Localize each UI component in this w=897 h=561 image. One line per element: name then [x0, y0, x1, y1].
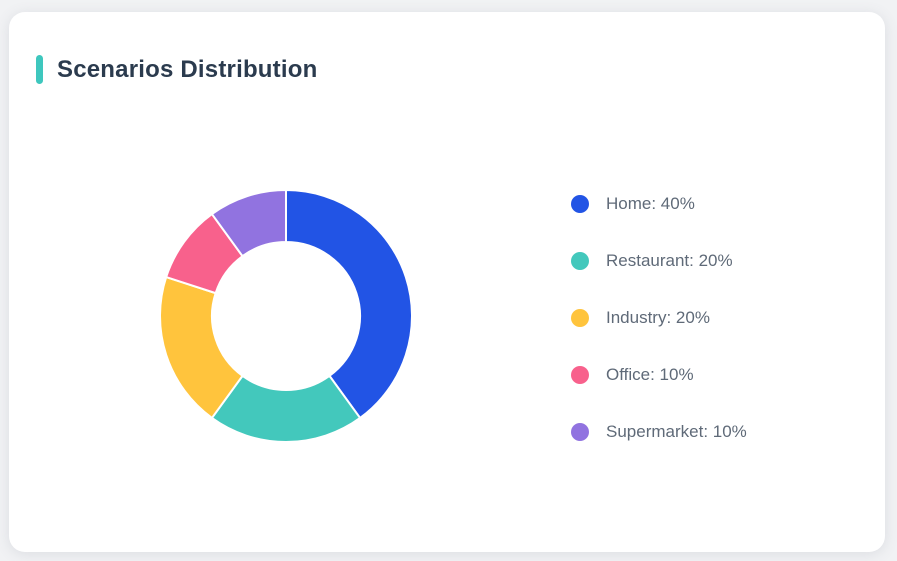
legend-item-home[interactable]: Home: 40%	[571, 190, 747, 218]
legend-label: Home: 40%	[606, 194, 695, 213]
legend-dot-industry	[571, 309, 589, 327]
chart-legend: Home: 40% Restaurant: 20% Industry: 20% Off…	[571, 190, 747, 446]
page-title: Scenarios Distribution	[57, 55, 318, 83]
legend-item-restaurant[interactable]: Restaurant: 20%	[571, 247, 747, 275]
legend-dot-office	[571, 366, 589, 384]
scenarios-distribution-card: Scenarios Distribution Home: 40% Restaura…	[9, 12, 885, 552]
legend-label: Industry: 20%	[606, 308, 710, 327]
pie-slice-supermarket[interactable]	[210, 189, 287, 258]
card-header: Scenarios Distribution	[36, 55, 317, 84]
title-accent-bar	[36, 55, 43, 84]
legend-item-office[interactable]: Office: 10%	[571, 361, 747, 389]
legend-label: Office: 10%	[606, 365, 694, 384]
legend-item-supermarket[interactable]: Supermarket: 10%	[571, 418, 747, 446]
legend-dot-restaurant	[571, 252, 589, 270]
legend-dot-supermarket	[571, 423, 589, 441]
pie-slice-home[interactable]	[285, 189, 413, 419]
donut-chart[interactable]	[149, 179, 423, 453]
legend-item-industry[interactable]: Industry: 20%	[571, 304, 747, 332]
legend-label: Restaurant: 20%	[606, 251, 733, 270]
legend-label: Supermarket: 10%	[606, 422, 747, 441]
legend-dot-home	[571, 195, 589, 213]
